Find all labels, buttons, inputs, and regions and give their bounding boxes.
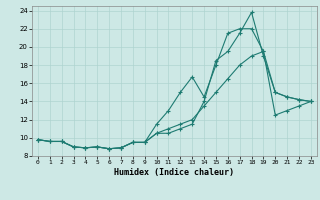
X-axis label: Humidex (Indice chaleur): Humidex (Indice chaleur): [115, 168, 234, 177]
